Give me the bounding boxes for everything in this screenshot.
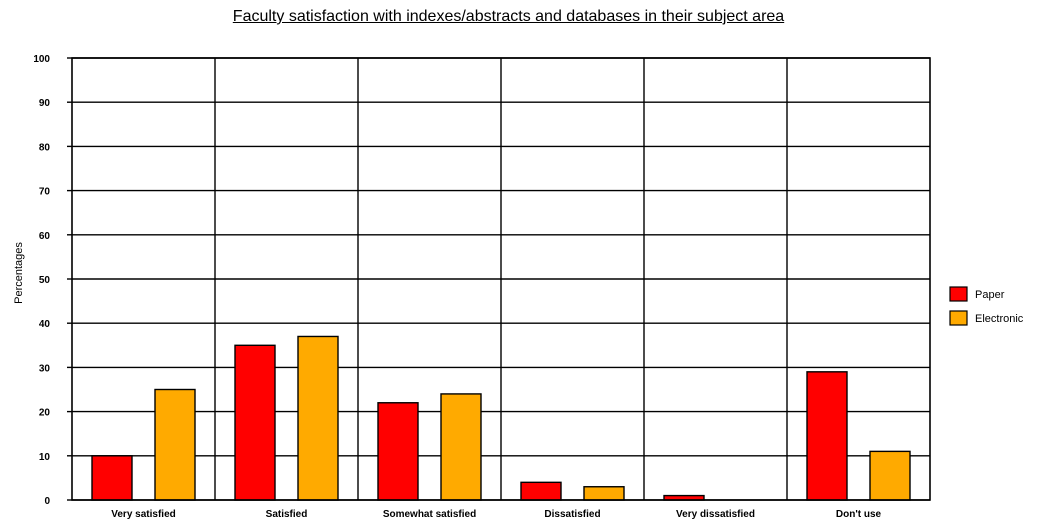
legend: Paper Electronic <box>949 286 1024 326</box>
y-tick-label: 30 <box>39 363 51 374</box>
y-tick-label: 80 <box>39 142 51 153</box>
bar-paper-2 <box>377 402 419 501</box>
bar-electronic-2 <box>440 393 482 501</box>
bar-paper-1 <box>234 344 276 501</box>
bar-electronic-3 <box>583 486 625 501</box>
x-tick-label: Very dissatisfied <box>676 509 755 520</box>
chart-grid <box>72 57 930 501</box>
y-tick-labels: 0 10 20 30 40 50 60 70 80 90 100 <box>33 54 50 507</box>
y-tick-label: 0 <box>44 496 50 507</box>
y-tick-label: 100 <box>33 54 50 65</box>
y-tick-label: 40 <box>39 319 51 330</box>
legend-swatch-paper <box>949 286 968 302</box>
x-tick-label: Satisfied <box>266 509 308 520</box>
x-tick-label: Dissatisfied <box>544 509 600 520</box>
legend-swatch-electronic <box>949 310 968 326</box>
y-tick-label: 60 <box>39 231 51 242</box>
x-tick-label: Don't use <box>836 509 882 520</box>
y-tick-label: 70 <box>39 187 51 198</box>
x-tick-label: Very satisfied <box>111 509 175 520</box>
y-axis-label: Percentages <box>13 242 25 304</box>
x-tick-label: Somewhat satisfied <box>383 509 476 520</box>
chart-bars <box>91 335 911 501</box>
x-tick-labels: Very satisfied Satisfied Somewhat satisfie… <box>111 509 881 520</box>
bar-electronic-1 <box>297 335 339 501</box>
bar-electronic-5 <box>869 450 911 501</box>
chart-axes <box>67 57 931 501</box>
legend-label-electronic: Electronic <box>975 313 1024 325</box>
y-tick-label: 20 <box>39 408 51 419</box>
legend-label-paper: Paper <box>975 289 1005 301</box>
bar-paper-3 <box>520 481 562 501</box>
y-tick-label: 10 <box>39 452 51 463</box>
bar-paper-0 <box>91 455 133 501</box>
y-tick-label: 50 <box>39 275 51 286</box>
bar-electronic-0 <box>154 388 196 501</box>
y-tick-label: 90 <box>39 98 51 109</box>
chart-title: Faculty satisfaction with indexes/abstra… <box>232 8 785 25</box>
bar-paper-5 <box>806 371 848 501</box>
plot-frame <box>71 57 931 501</box>
